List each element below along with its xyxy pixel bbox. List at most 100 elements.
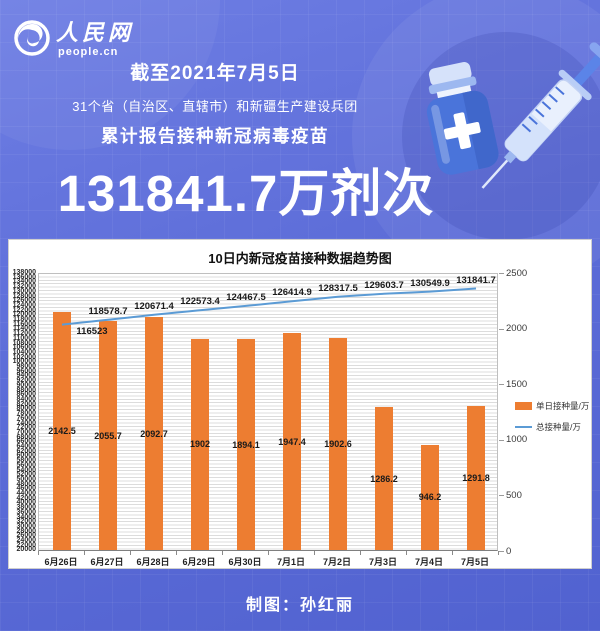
daily-doses-bar	[145, 317, 163, 550]
cumulative-doses-value: 130549.9	[410, 277, 450, 289]
header-text-block: 截至2021年7月5日 31个省（自治区、直辖市）和新疆生产建设兵团 累计报告接…	[0, 58, 430, 148]
x-axis-date-label: 7月4日	[414, 557, 443, 567]
right-axis-tick-mark	[499, 551, 504, 552]
left-axis-tick-label: 94000	[16, 372, 36, 380]
daily-doses-bar	[191, 338, 209, 550]
x-axis-tick-mark	[176, 551, 177, 555]
x-axis-date-label: 7月2日	[322, 557, 351, 567]
right-axis-tick-mark	[499, 439, 504, 441]
daily-doses-bar	[53, 311, 71, 550]
logo-name-cn: 人民网	[56, 20, 135, 45]
vaccine-vial-icon	[426, 61, 499, 175]
left-axis-tick-label: 138000	[12, 269, 36, 276]
header-scope-line: 31个省（自治区、直辖市）和新疆生产建设兵团	[72, 99, 358, 114]
left-axis-tick-label: 132000	[12, 283, 36, 291]
cumulative-doses-value: 120671.4	[134, 300, 174, 312]
x-axis-tick-mark	[498, 551, 499, 555]
daily-doses-bar-value: 1947.4	[278, 436, 306, 447]
left-axis-tick-label: 120000	[12, 311, 36, 319]
daily-doses-bar-value: 1286.2	[370, 473, 398, 484]
left-axis-tick-label: 24000	[16, 537, 36, 545]
right-axis-tick-label: 0	[506, 545, 512, 557]
left-axis-tick-label: 88000	[16, 386, 36, 394]
left-axis-tick-label: 96000	[16, 367, 36, 375]
people-cn-logo: 人民网 people.cn	[14, 20, 134, 58]
left-axis-tick-label: 104000	[12, 348, 36, 356]
cumulative-doses-value: 124467.5	[226, 291, 266, 303]
left-axis-tick-label: 68000	[16, 433, 36, 441]
legend-line-swatch-icon	[515, 425, 532, 429]
left-axis-tick-label: 36000	[16, 508, 36, 516]
syringe-icon	[481, 42, 600, 189]
left-axis-tick-label: 70000	[16, 428, 36, 436]
chart-legend: 单日接种量/万总接种量/万	[515, 400, 589, 442]
cumulative-doses-value: 126414.9	[272, 287, 312, 299]
chart-card: 10日内新冠疫苗接种数据趋势图 138000 136000 134000 132000…	[8, 239, 592, 569]
people-cn-logo-icon	[14, 20, 50, 56]
left-axis-tick-label: 110000	[13, 334, 36, 342]
right-axis-tick-mark	[499, 384, 504, 386]
left-axis-tick-label: 48000	[16, 480, 36, 488]
right-axis-tick-mark	[499, 328, 504, 330]
daily-doses-bar-value: 1291.8	[462, 473, 490, 484]
left-axis-tick-label: 128000	[12, 292, 36, 300]
left-axis-tick-label: 124000	[12, 301, 36, 309]
left-axis-tick-label: 54000	[16, 466, 36, 474]
left-axis-tick-label: 78000	[16, 410, 36, 418]
daily-doses-bar	[467, 406, 485, 550]
left-axis-labels: 138000 136000 134000 132000 130000 128000 1260…	[9, 269, 36, 554]
left-axis-tick-label: 82000	[16, 400, 36, 408]
left-axis-tick-label: 20000	[16, 546, 36, 554]
daily-doses-bar	[99, 321, 117, 550]
left-axis-tick-label: 100000	[12, 358, 36, 366]
left-axis-tick-label: 90000	[16, 381, 36, 389]
left-axis-tick-label: 118000	[13, 316, 36, 324]
x-axis-date-label: 7月3日	[368, 557, 397, 567]
cumulative-doses-line	[61, 287, 477, 326]
left-axis-tick-label: 38000	[16, 504, 36, 512]
left-axis-tick-label: 62000	[16, 447, 36, 455]
x-axis-date-label: 6月26日	[44, 557, 78, 567]
legend-entry-label: 单日接种量/万	[536, 401, 590, 411]
right-axis-tick-label: 500	[506, 489, 522, 501]
left-axis-tick-label: 42000	[16, 494, 36, 502]
x-axis-tick-mark	[38, 551, 39, 555]
left-axis-tick-label: 108000	[12, 339, 36, 347]
left-axis-tick-label: 52000	[16, 471, 36, 479]
x-axis-tick-mark	[360, 551, 361, 555]
left-axis-tick-label: 28000	[16, 527, 36, 535]
header-report-line: 累计报告接种新冠病毒疫苗	[101, 126, 329, 146]
left-axis-tick-label: 80000	[16, 405, 36, 413]
left-axis-tick-label: 66000	[16, 438, 36, 446]
cumulative-doses-value: 131841.7	[456, 274, 496, 286]
left-axis-tick-label: 46000	[16, 485, 36, 493]
x-axis-tick-mark	[406, 551, 407, 555]
right-axis-tick-label: 1000	[506, 434, 528, 446]
left-axis-tick-label: 102000	[12, 353, 36, 361]
daily-doses-bar-value: 946.2	[418, 492, 442, 503]
right-axis-tick-label: 2500	[506, 267, 528, 279]
left-axis-tick-label: 130000	[12, 287, 36, 295]
daily-doses-bar	[375, 406, 393, 550]
x-axis-date-label: 7月5日	[460, 557, 489, 567]
total-doses-number: 131841.7万剂次	[57, 165, 435, 222]
chart-title: 10日内新冠疫苗接种数据趋势图	[208, 251, 392, 266]
left-axis-tick-label: 58000	[16, 457, 36, 465]
daily-doses-bar-value: 1894.1	[232, 439, 260, 450]
left-axis-tick-label: 72000	[16, 424, 36, 432]
left-axis-tick-label: 60000	[16, 452, 36, 460]
x-axis-tick-mark	[452, 551, 453, 555]
left-axis-tick-label: 76000	[16, 414, 36, 422]
left-axis-tick-label: 126000	[12, 297, 36, 305]
logo-domain: people.cn	[58, 46, 119, 58]
left-axis-tick-label: 74000	[16, 419, 36, 427]
daily-doses-bar-value: 2092.7	[140, 428, 168, 439]
x-axis-date-label: 6月28日	[136, 557, 170, 567]
legend-entry: 单日接种量/万	[515, 400, 589, 412]
left-axis-tick-label: 92000	[16, 377, 36, 385]
left-axis-tick-label: 22000	[16, 541, 36, 549]
legend-entry: 总接种量/万	[515, 421, 589, 433]
left-axis-tick-label: 26000	[16, 532, 36, 540]
left-axis-tick-label: 40000	[16, 499, 36, 507]
left-axis-tick-label: 44000	[16, 490, 36, 498]
